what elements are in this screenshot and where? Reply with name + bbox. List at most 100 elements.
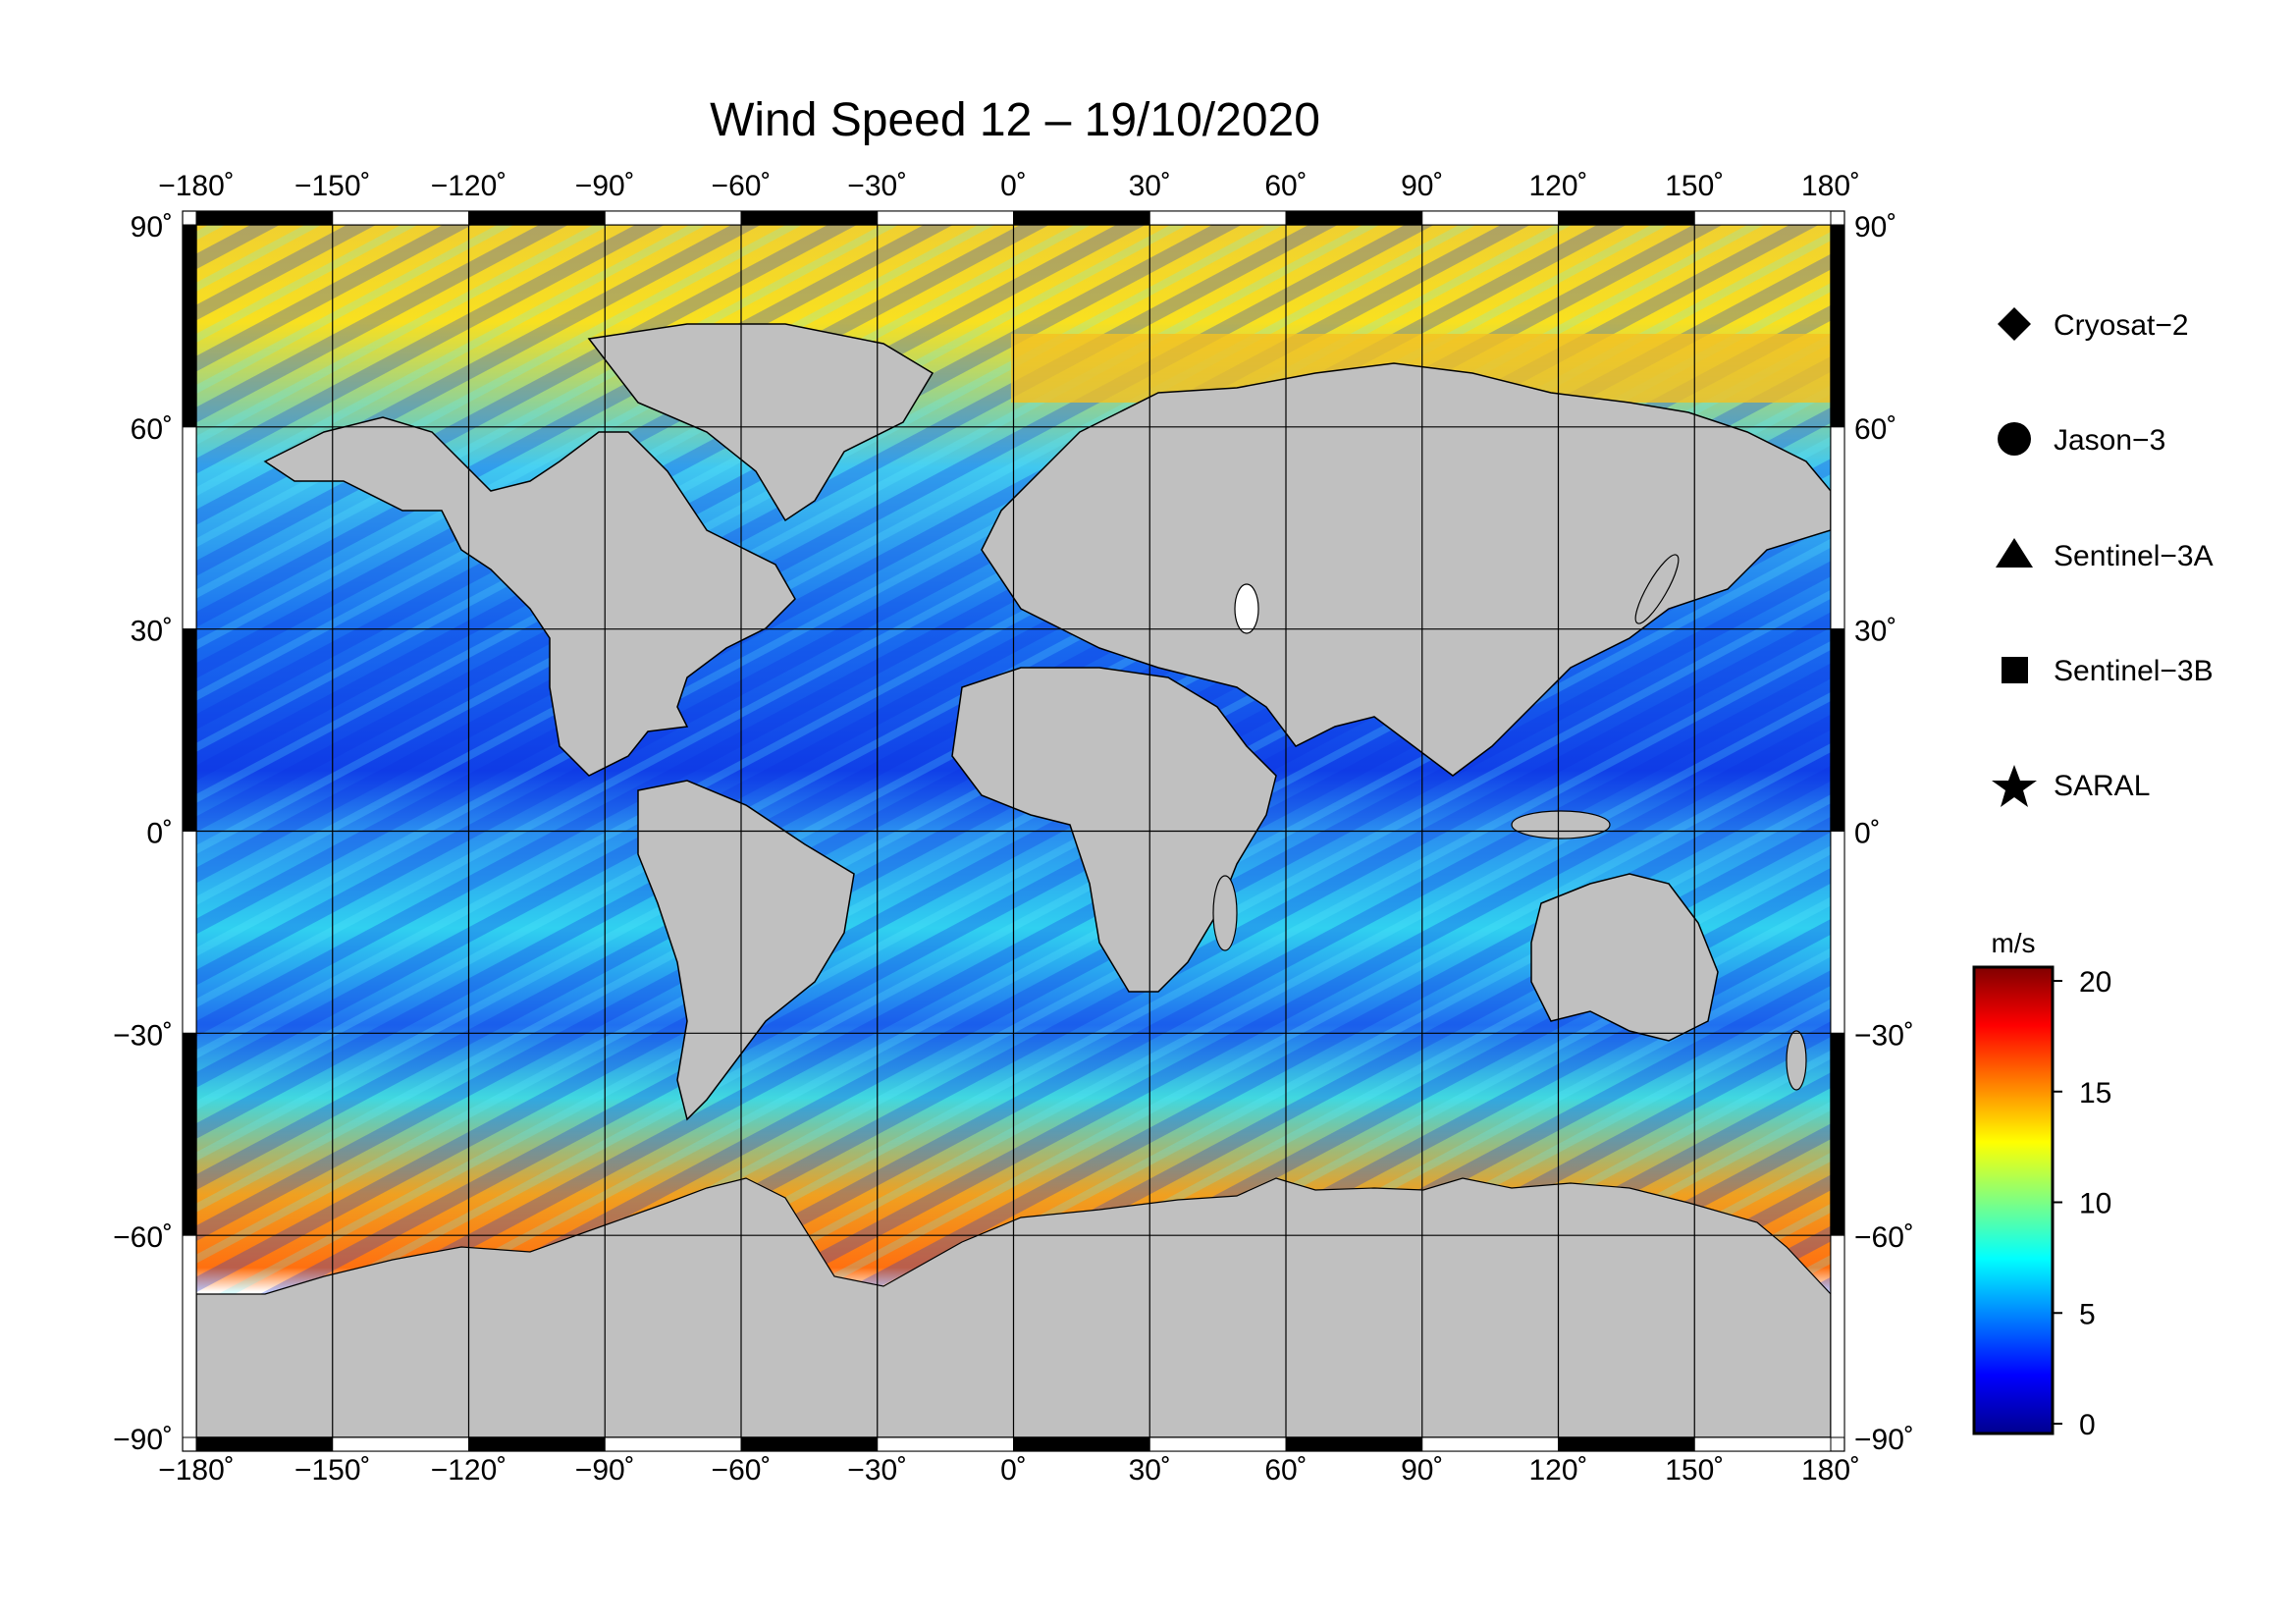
frame-tick-bar xyxy=(1830,224,1845,428)
legend-item-sentinel-3a: Sentinel−3A xyxy=(1996,538,2214,572)
frame-tick-bar xyxy=(877,210,1014,226)
longitude-tick-label: 120˚ xyxy=(1528,170,1587,202)
frame-tick-bar xyxy=(1148,210,1287,226)
colorbar-tick-label: 20 xyxy=(2079,966,2111,999)
triangle-marker-icon xyxy=(1996,538,2033,568)
colorbar-tick-label: 15 xyxy=(2079,1077,2111,1109)
frame-tick-bar xyxy=(740,1436,879,1452)
frame-tick-bar xyxy=(182,224,197,428)
latitude-tick-label: −30˚ xyxy=(113,1019,173,1052)
frame-tick-bar xyxy=(195,1436,334,1452)
frame-tick-bar xyxy=(1285,210,1423,226)
latitude-tick-label: −90˚ xyxy=(1854,1424,1914,1456)
frame-tick-bar xyxy=(1830,426,1845,630)
latitude-tick-label: 0˚ xyxy=(1854,818,1881,850)
graticule xyxy=(196,225,1831,1437)
longitude-tick-label: −30˚ xyxy=(847,1454,907,1487)
legend-label: Jason−3 xyxy=(2054,424,2165,457)
longitude-tick-label: −120˚ xyxy=(431,1454,507,1487)
longitude-tick-label: 0˚ xyxy=(1000,1454,1027,1487)
latitude-tick-label: 60˚ xyxy=(131,413,173,446)
longitude-tick-label: 120˚ xyxy=(1528,1454,1587,1487)
frame-tick-bar xyxy=(1421,1436,1559,1452)
longitude-tick-label: 180˚ xyxy=(1801,1454,1860,1487)
map-frame xyxy=(182,210,1845,1452)
legend-item-saral: SARAL xyxy=(1992,765,2150,807)
greenland-land xyxy=(587,323,934,522)
frame-tick-bar xyxy=(1830,1234,1845,1438)
latitude-tick-label: −90˚ xyxy=(113,1424,173,1456)
frame-tick-bar xyxy=(1693,1436,1832,1452)
latitude-tick-label: 30˚ xyxy=(131,616,173,648)
map-title: Wind Speed 12 – 19/10/2020 xyxy=(710,94,1320,146)
longitude-tick-label: 90˚ xyxy=(1401,1454,1443,1487)
latitude-tick-label: −60˚ xyxy=(1854,1221,1914,1254)
australia-land xyxy=(1530,873,1719,1042)
frame-tick-bar xyxy=(604,1436,742,1452)
circle-marker-icon xyxy=(1998,422,2031,456)
latitude-tick-label: 60˚ xyxy=(1854,413,1896,446)
frame-tick-bar xyxy=(332,1436,469,1452)
frame-tick-bar xyxy=(182,426,197,630)
tick-labels: −180˚ −180˚ −150˚ −150˚ −120˚ −120˚ −90˚ −90˚ −6… xyxy=(113,170,1914,1487)
colorbar-tick-label: 5 xyxy=(2079,1298,2096,1330)
legend-item-jason-3: Jason−3 xyxy=(1998,422,2165,457)
longitude-tick-label: 180˚ xyxy=(1801,170,1860,202)
colorbar-tick-label: 0 xyxy=(2079,1409,2096,1441)
longitude-tick-label: 150˚ xyxy=(1665,170,1724,202)
frame-tick-bar xyxy=(1013,210,1150,226)
frame-tick-bar xyxy=(1558,210,1695,226)
longitude-tick-label: −180˚ xyxy=(158,170,235,202)
frame-tick-bar xyxy=(1148,1436,1287,1452)
frame-tick-bar xyxy=(740,210,879,226)
legend-label: SARAL xyxy=(2054,770,2150,802)
longitude-tick-label: −180˚ xyxy=(158,1454,235,1487)
longitude-tick-label: −60˚ xyxy=(712,1454,772,1487)
longitude-tick-label: −120˚ xyxy=(431,170,507,202)
north-america-land xyxy=(263,416,796,777)
longitude-tick-label: −60˚ xyxy=(712,170,772,202)
latitude-tick-label: 90˚ xyxy=(131,211,173,243)
satellite-legend: Cryosat−2 Jason−3 Sentinel−3A Sentinel−3… xyxy=(1992,307,2214,807)
legend-label: Cryosat−2 xyxy=(2054,309,2189,342)
colorbar: m/s 20 15 10 5 0 xyxy=(1972,928,2111,1441)
frame-tick-bar xyxy=(877,1436,1014,1452)
frame-tick-bar xyxy=(468,1436,606,1452)
longitude-tick-label: −30˚ xyxy=(847,170,907,202)
frame-tick-bar xyxy=(1421,210,1559,226)
longitude-tick-label: −150˚ xyxy=(294,170,371,202)
indonesia-land xyxy=(1511,810,1611,839)
frame-tick-bar xyxy=(182,1234,197,1438)
frame-tick-bar xyxy=(1693,210,1832,226)
star-marker-icon xyxy=(1992,765,2037,807)
diamond-marker-icon xyxy=(1998,307,2031,341)
latitude-tick-label: 90˚ xyxy=(1854,211,1896,243)
longitude-tick-label: 30˚ xyxy=(1129,1454,1171,1487)
longitude-tick-label: 90˚ xyxy=(1401,170,1443,202)
colorbar-gradient xyxy=(1972,965,2055,1435)
frame-tick-bar xyxy=(1285,1436,1423,1452)
colorbar-unit: m/s xyxy=(1991,928,2035,958)
frame-tick-bar xyxy=(1830,831,1845,1034)
caspian-sea xyxy=(1234,583,1259,634)
longitude-tick-label: 150˚ xyxy=(1665,1454,1724,1487)
latitude-tick-label: 30˚ xyxy=(1854,616,1896,648)
latitude-tick-label: 0˚ xyxy=(146,818,173,850)
latitude-tick-label: −30˚ xyxy=(1854,1019,1914,1052)
frame-tick-bar xyxy=(468,210,606,226)
frame-tick-bar xyxy=(195,210,334,226)
frame-tick-bar xyxy=(1830,628,1845,833)
longitude-tick-label: −90˚ xyxy=(575,170,635,202)
colorbar-ticks: 20 15 10 5 0 xyxy=(2053,966,2111,1441)
longitude-tick-label: −90˚ xyxy=(575,1454,635,1487)
legend-label: Sentinel−3A xyxy=(2054,540,2214,572)
africa-land xyxy=(951,667,1277,993)
frame-tick-bar xyxy=(182,831,197,1034)
longitude-tick-label: 60˚ xyxy=(1264,1454,1307,1487)
japan-land xyxy=(1634,554,1680,624)
legend-item-cryosat-2: Cryosat−2 xyxy=(1998,307,2189,342)
colorbar-tick-label: 10 xyxy=(2079,1188,2111,1220)
latitude-tick-label: −60˚ xyxy=(113,1221,173,1254)
frame-tick-bar xyxy=(1558,1436,1695,1452)
